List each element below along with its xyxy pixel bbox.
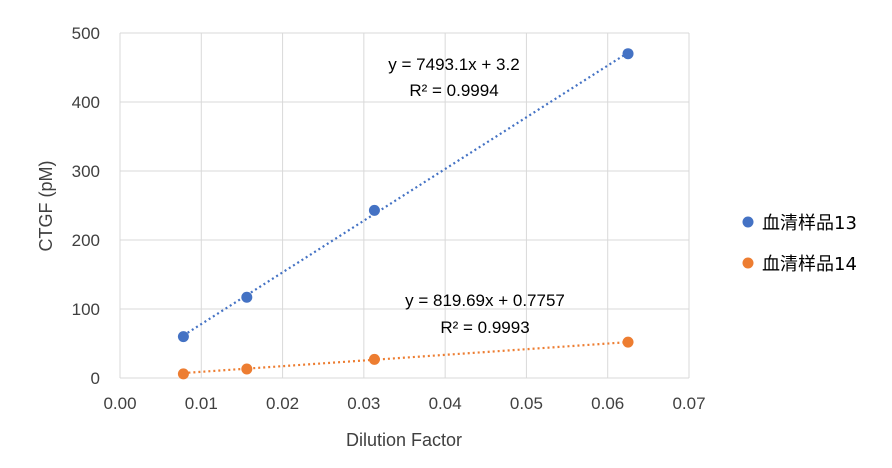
data-point-series-13 — [368, 204, 380, 216]
y-tick-label: 300 — [72, 162, 100, 181]
data-point-series-14 — [368, 353, 380, 365]
x-tick-label: 0.00 — [103, 394, 136, 413]
x-tick-label: 0.04 — [429, 394, 462, 413]
equation-series-13: y = 7493.1x + 3.2 — [388, 55, 519, 74]
x-axis-title: Dilution Factor — [346, 430, 462, 450]
y-tick-label: 500 — [72, 24, 100, 43]
legend-label-series-14: 血清样品14 — [762, 254, 857, 275]
data-point-series-14 — [177, 368, 189, 380]
r2-series-13: R² = 0.9994 — [409, 81, 498, 100]
x-tick-label: 0.06 — [591, 394, 624, 413]
trendlines — [182, 51, 629, 375]
trendline-series-14 — [183, 341, 629, 375]
y-tick-label: 400 — [72, 93, 100, 112]
data-point-series-13 — [241, 291, 253, 303]
data-point-series-13 — [177, 331, 189, 343]
legend: 血清样品13 血清样品14 — [742, 213, 857, 275]
y-tick-label: 200 — [72, 231, 100, 250]
equation-series-14: y = 819.69x + 0.7757 — [405, 291, 565, 310]
data-point-series-14 — [622, 336, 634, 348]
y-tick-label: 0 — [91, 369, 100, 388]
grid-lines — [119, 32, 690, 379]
data-points — [177, 48, 634, 380]
data-point-series-14 — [241, 363, 253, 375]
x-tick-labels: 0.00 0.01 0.02 0.03 0.04 0.05 0.06 0.07 — [103, 394, 705, 413]
x-tick-label: 0.05 — [510, 394, 543, 413]
r2-series-14: R² = 0.9993 — [440, 318, 529, 337]
data-point-series-13 — [622, 48, 634, 60]
legend-marker-series-14 — [742, 257, 754, 269]
y-tick-label: 100 — [72, 300, 100, 319]
legend-marker-series-13 — [742, 216, 754, 228]
x-tick-label: 0.02 — [266, 394, 299, 413]
y-axis-title: CTGF (pM) — [36, 161, 56, 252]
x-tick-label: 0.07 — [672, 394, 705, 413]
y-tick-labels: 0 100 200 300 400 500 — [72, 24, 100, 388]
x-tick-label: 0.01 — [185, 394, 218, 413]
x-tick-label: 0.03 — [347, 394, 380, 413]
legend-label-series-13: 血清样品13 — [762, 213, 857, 234]
